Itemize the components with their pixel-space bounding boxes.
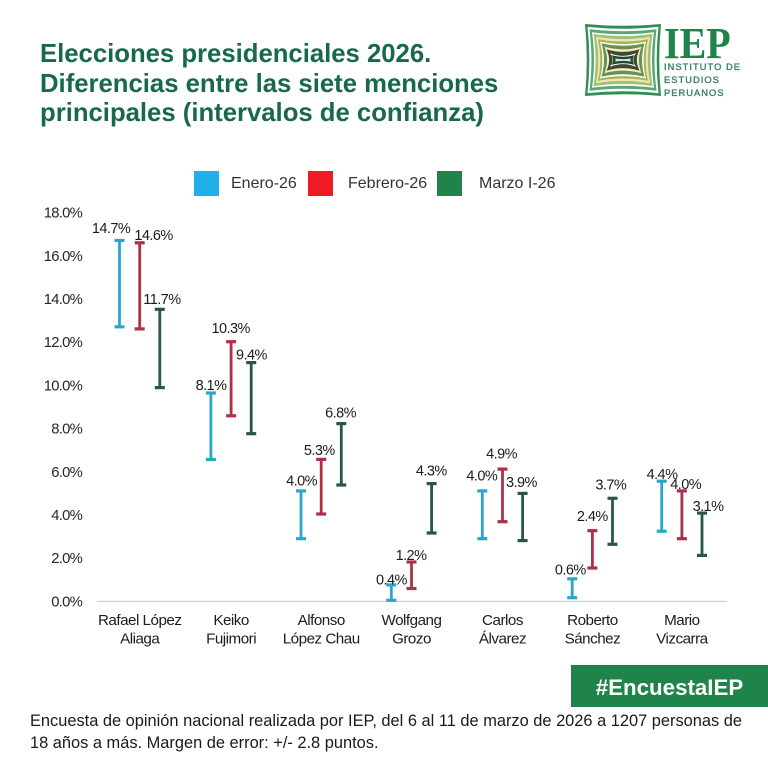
svg-text:Carlos: Carlos (482, 612, 524, 629)
svg-text:Sánchez: Sánchez (565, 631, 621, 648)
svg-text:Rafael López: Rafael López (98, 612, 182, 629)
svg-text:10.0%: 10.0% (44, 378, 83, 394)
svg-text:6.8%: 6.8% (325, 406, 357, 422)
svg-text:3.9%: 3.9% (506, 475, 538, 491)
svg-text:14.6%: 14.6% (134, 228, 173, 244)
svg-text:10.3%: 10.3% (212, 321, 251, 337)
svg-text:9.4%: 9.4% (236, 348, 268, 364)
svg-text:Álvarez: Álvarez (479, 631, 526, 648)
svg-text:Mario: Mario (664, 612, 700, 629)
svg-text:Grozo: Grozo (392, 631, 431, 648)
svg-text:8.0%: 8.0% (51, 422, 82, 438)
svg-text:3.1%: 3.1% (693, 499, 725, 515)
svg-text:4.4%: 4.4% (647, 467, 679, 483)
svg-text:4.0%: 4.0% (466, 469, 498, 485)
svg-text:Vizcarra: Vizcarra (656, 631, 708, 648)
svg-text:3.7%: 3.7% (595, 478, 627, 494)
svg-text:4.0%: 4.0% (286, 473, 318, 489)
svg-text:López Chau: López Chau (283, 631, 360, 648)
svg-text:0.6%: 0.6% (555, 563, 587, 579)
svg-text:14.7%: 14.7% (92, 221, 131, 237)
svg-text:6.0%: 6.0% (51, 465, 82, 481)
svg-text:4.9%: 4.9% (486, 447, 518, 463)
svg-text:Aliaga: Aliaga (120, 631, 160, 648)
svg-text:12.0%: 12.0% (44, 335, 83, 351)
svg-text:2.0%: 2.0% (51, 551, 82, 567)
svg-text:Alfonso: Alfonso (298, 612, 345, 629)
svg-text:8.1%: 8.1% (196, 378, 228, 394)
svg-text:4.3%: 4.3% (416, 464, 448, 480)
svg-text:11.7%: 11.7% (143, 292, 181, 308)
svg-text:Wolfgang: Wolfgang (382, 612, 442, 629)
svg-text:Fujimori: Fujimori (206, 631, 256, 648)
svg-text:18.0%: 18.0% (44, 206, 83, 222)
svg-text:14.0%: 14.0% (44, 292, 83, 308)
svg-text:1.2%: 1.2% (396, 548, 428, 564)
svg-text:0.0%: 0.0% (51, 594, 82, 610)
svg-text:4.0%: 4.0% (670, 477, 702, 493)
svg-text:Keiko: Keiko (213, 612, 249, 629)
svg-text:0.4%: 0.4% (376, 573, 408, 589)
svg-text:2.4%: 2.4% (577, 509, 609, 525)
svg-text:4.0%: 4.0% (51, 508, 82, 524)
svg-text:16.0%: 16.0% (44, 249, 83, 265)
svg-text:5.3%: 5.3% (304, 443, 336, 459)
svg-text:Roberto: Roberto (567, 612, 618, 629)
